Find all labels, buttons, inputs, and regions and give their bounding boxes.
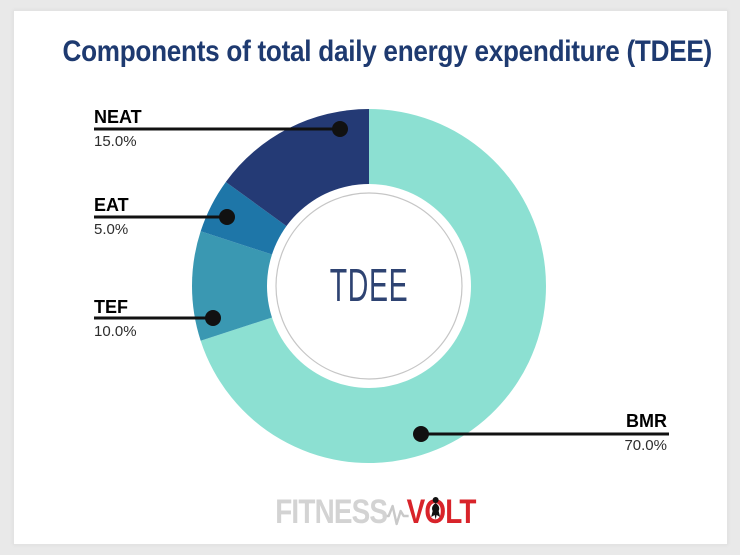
callout-tef-name: TEF bbox=[94, 297, 128, 317]
callout-anchor-dot bbox=[219, 209, 235, 225]
callout-anchor-dot bbox=[205, 310, 221, 326]
callout-bmr: BMR 70.0% bbox=[624, 411, 667, 454]
chart-card: Components of total daily energy expendi… bbox=[13, 10, 728, 545]
chart-title-text: Components of total daily energy expendi… bbox=[62, 35, 713, 68]
lifter-silhouette-icon bbox=[431, 497, 441, 520]
callout-eat: EAT 5.0% bbox=[94, 195, 129, 238]
donut-chart bbox=[94, 109, 669, 464]
logo-fitness-text: FITNESS bbox=[274, 493, 388, 531]
chart-title: Components of total daily energy expendi… bbox=[14, 35, 727, 69]
callout-neat: NEAT 15.0% bbox=[94, 107, 142, 150]
callout-anchor-dot bbox=[413, 426, 429, 442]
callout-eat-name: EAT bbox=[94, 195, 129, 215]
callout-bmr-percent: 70.0% bbox=[624, 437, 667, 454]
donut-inner-ring bbox=[275, 192, 463, 380]
logo-volt: VOLT bbox=[407, 493, 491, 532]
callout-eat-percent: 5.0% bbox=[94, 221, 129, 238]
fitnessvolt-logo: FITNESS VOLT bbox=[250, 493, 491, 532]
callout-neat-name: NEAT bbox=[94, 107, 142, 127]
heartbeat-icon bbox=[382, 504, 409, 525]
logo-volt-text: VOLT bbox=[406, 493, 477, 531]
donut-hole bbox=[267, 184, 471, 388]
callout-tef: TEF 10.0% bbox=[94, 297, 137, 340]
callout-tef-percent: 10.0% bbox=[94, 323, 137, 340]
callout-bmr-name: BMR bbox=[626, 411, 667, 431]
callout-anchor-dot bbox=[332, 121, 348, 137]
donut-center-label: TDEE bbox=[329, 258, 409, 311]
callout-neat-percent: 15.0% bbox=[94, 133, 137, 150]
